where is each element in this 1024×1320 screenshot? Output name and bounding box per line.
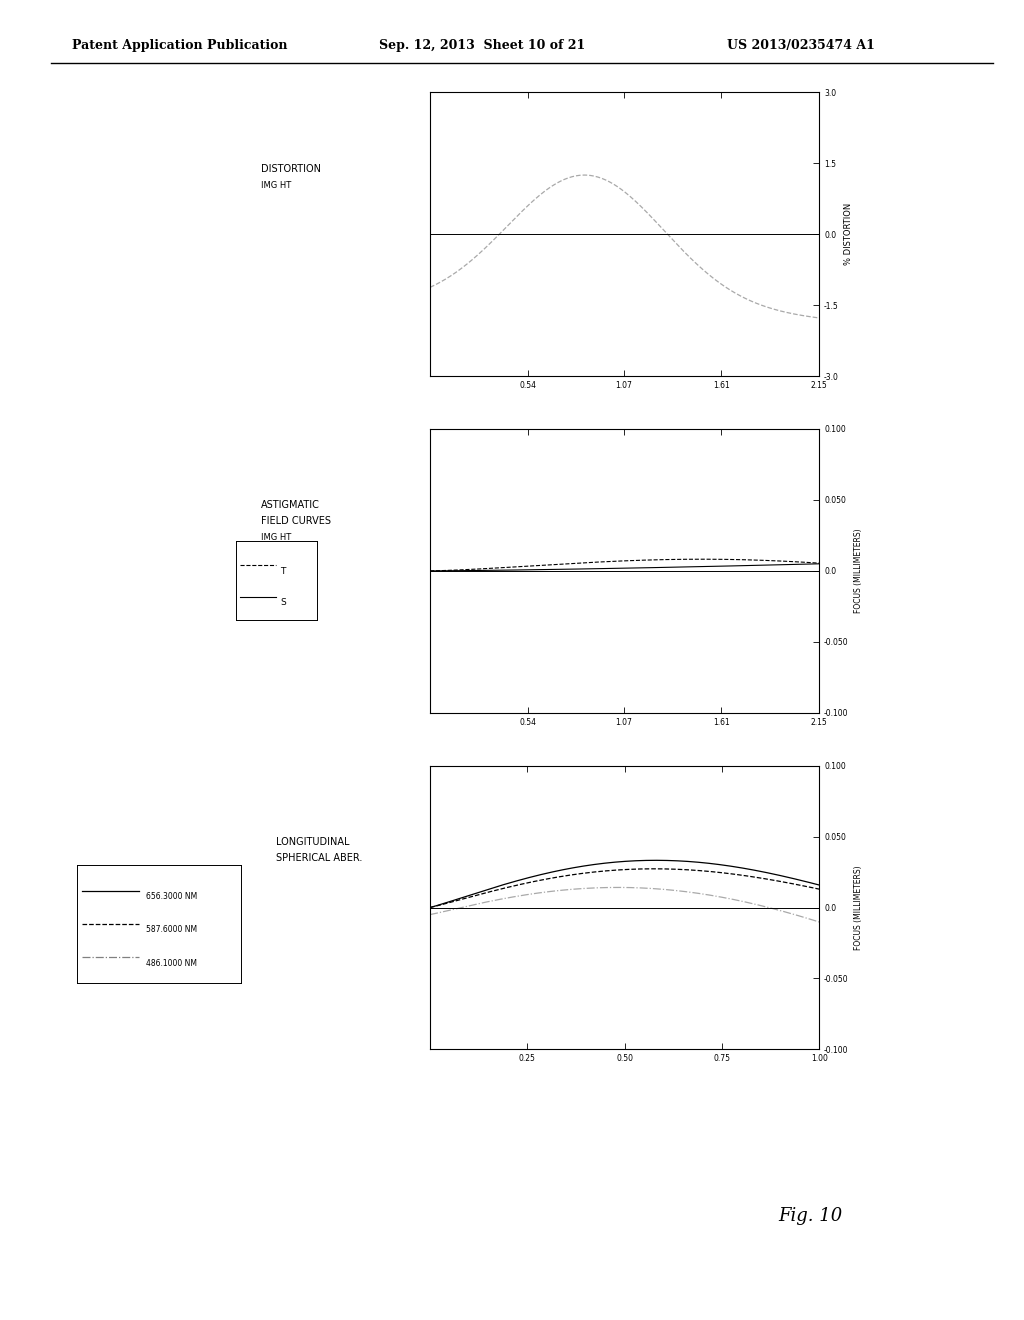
Text: ASTIGMATIC: ASTIGMATIC [261, 500, 319, 511]
Y-axis label: % DISTORTION: % DISTORTION [845, 203, 853, 265]
Y-axis label: FOCUS (MILLIMETERS): FOCUS (MILLIMETERS) [854, 528, 863, 614]
Text: FIELD CURVES: FIELD CURVES [261, 516, 331, 527]
Text: Fig. 10: Fig. 10 [778, 1206, 843, 1225]
Text: 587.6000 NM: 587.6000 NM [145, 925, 197, 935]
Text: T: T [281, 566, 286, 576]
Text: Patent Application Publication: Patent Application Publication [72, 38, 287, 51]
Text: IMG HT: IMG HT [261, 533, 292, 543]
Text: Sep. 12, 2013  Sheet 10 of 21: Sep. 12, 2013 Sheet 10 of 21 [379, 38, 585, 51]
Text: IMG HT: IMG HT [261, 181, 292, 190]
Text: 656.3000 NM: 656.3000 NM [145, 892, 197, 902]
Text: US 2013/0235474 A1: US 2013/0235474 A1 [727, 38, 874, 51]
Text: 486.1000 NM: 486.1000 NM [145, 958, 197, 968]
Text: DISTORTION: DISTORTION [261, 164, 322, 174]
Text: SPHERICAL ABER.: SPHERICAL ABER. [276, 853, 362, 863]
Text: S: S [281, 598, 287, 607]
Y-axis label: FOCUS (MILLIMETERS): FOCUS (MILLIMETERS) [854, 865, 863, 950]
Text: LONGITUDINAL: LONGITUDINAL [276, 837, 350, 847]
